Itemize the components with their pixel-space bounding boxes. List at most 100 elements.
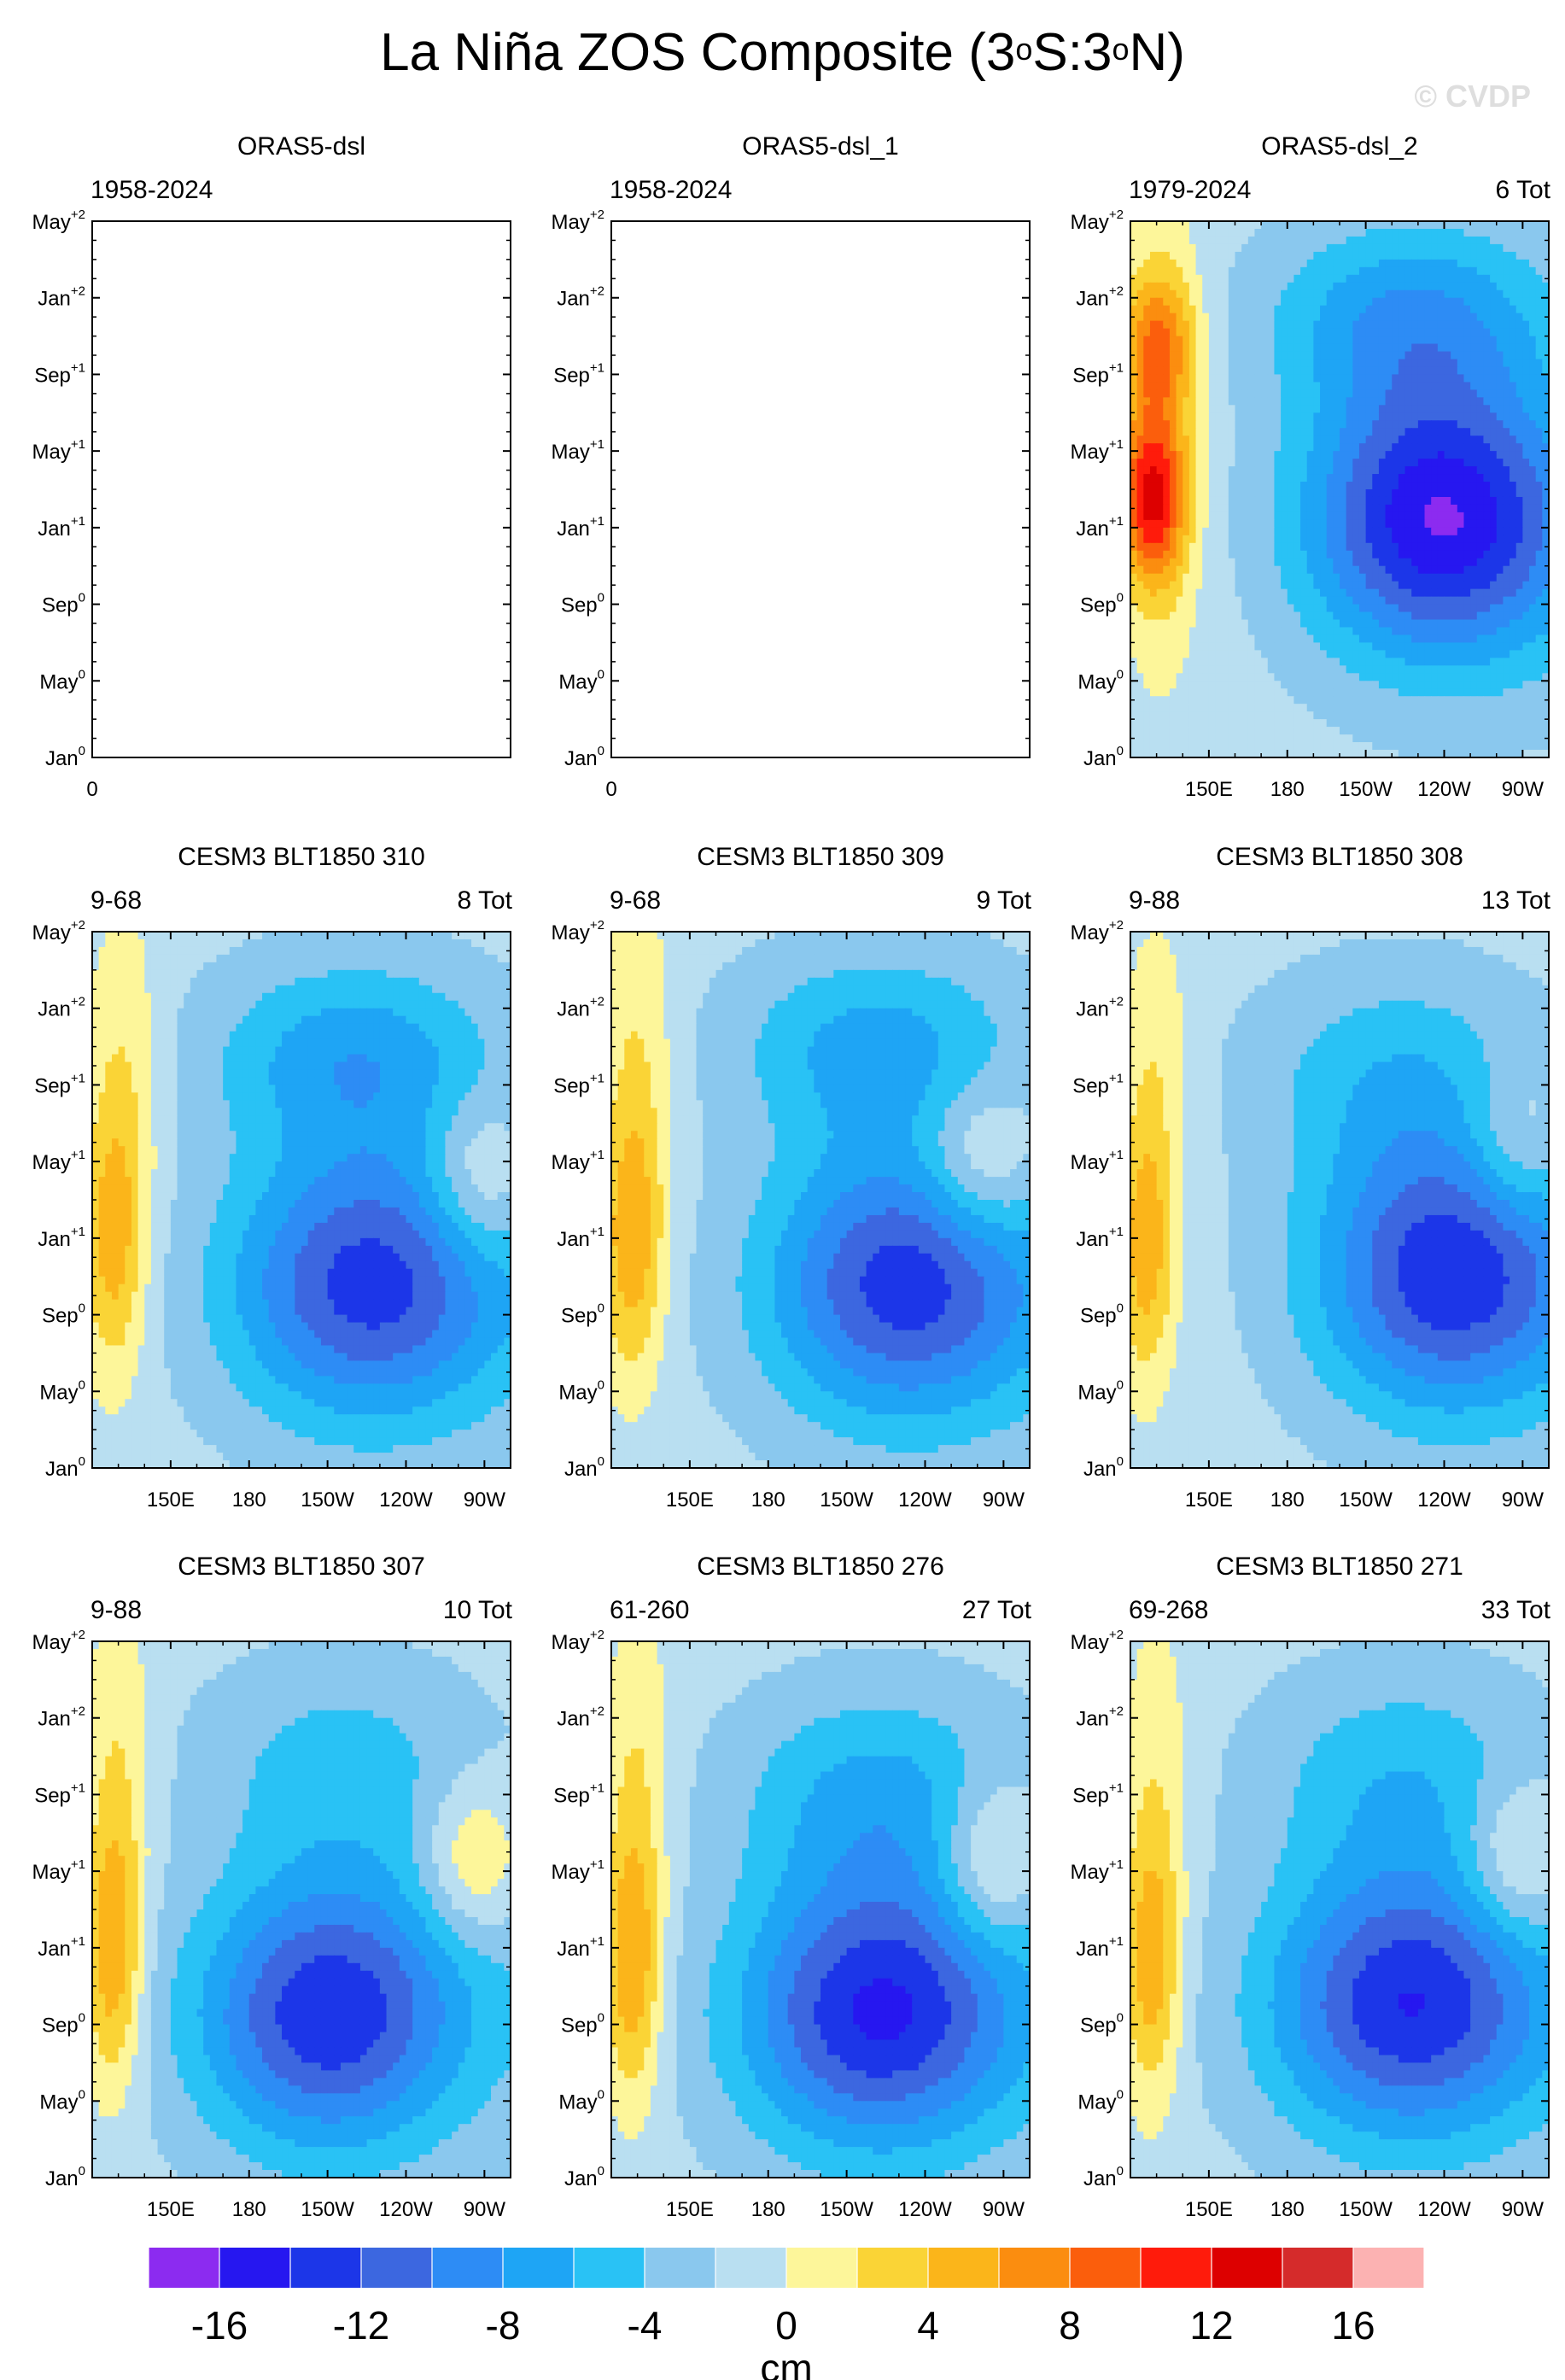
panel-frame	[611, 221, 1030, 757]
heatmap-cell	[1183, 313, 1189, 322]
heatmap-cell	[1470, 298, 1477, 307]
heatmap-cell	[1405, 267, 1412, 276]
heatmap-cell	[1143, 366, 1150, 375]
heatmap-cell	[1216, 336, 1223, 345]
heatmap-cell	[1222, 298, 1229, 307]
heatmap-cell	[1183, 359, 1189, 367]
heatmap-cell	[1320, 336, 1327, 345]
heatmap-cell	[1503, 359, 1510, 367]
heatmap-cell	[1248, 252, 1255, 260]
heatmap-cell	[1451, 359, 1457, 367]
heatmap-cell	[1411, 321, 1418, 330]
heatmap-cell	[1268, 267, 1275, 276]
heatmap-cell	[1399, 237, 1405, 245]
heatmap-cell	[1438, 352, 1445, 360]
heatmap-cell	[1254, 359, 1261, 367]
heatmap-cell	[1503, 329, 1510, 337]
heatmap-cell	[1229, 298, 1235, 307]
heatmap-cell	[1130, 359, 1137, 367]
heatmap-cell	[1281, 321, 1288, 330]
heatmap-cell	[1379, 329, 1386, 337]
heatmap-cell	[1268, 352, 1275, 360]
heatmap-cell	[1293, 244, 1300, 253]
heatmap-cell	[1418, 267, 1425, 276]
heatmap-cell	[1463, 359, 1470, 367]
heatmap-cell	[1327, 283, 1334, 291]
heatmap-cell	[1216, 229, 1223, 237]
heatmap-cell	[1457, 306, 1464, 314]
heatmap-cell	[1379, 344, 1386, 353]
heatmap-cell	[1183, 267, 1189, 276]
heatmap-cell	[1196, 290, 1203, 299]
heatmap-cell	[1510, 290, 1516, 299]
heatmap-cell	[1130, 267, 1137, 276]
heatmap-cell	[1235, 329, 1242, 337]
heatmap-cell	[1470, 313, 1477, 322]
heatmap-cell	[1170, 352, 1177, 360]
heatmap-cell	[1288, 344, 1294, 353]
heatmap-cell	[1445, 244, 1451, 253]
heatmap-cell	[1313, 366, 1320, 375]
heatmap-cell	[1510, 267, 1516, 276]
heatmap-cell	[1254, 306, 1261, 314]
heatmap-cell	[1163, 283, 1170, 291]
heatmap-cell	[1235, 252, 1242, 260]
heatmap-cell	[1372, 306, 1379, 314]
heatmap-cell	[1137, 267, 1144, 276]
heatmap-cell	[1470, 237, 1477, 245]
heatmap-cell	[1379, 290, 1386, 299]
heatmap-cell	[1477, 237, 1484, 245]
heatmap-cell	[1470, 252, 1477, 260]
y-tick-label: May+2	[32, 208, 85, 234]
heatmap-cell	[1274, 329, 1281, 337]
heatmap-cell	[1379, 221, 1386, 230]
heatmap-cell	[1189, 275, 1196, 284]
heatmap-cell	[1352, 244, 1359, 253]
heatmap-cell	[1202, 336, 1209, 345]
heatmap-cell	[1143, 237, 1150, 245]
heatmap-cell	[1209, 344, 1216, 353]
heatmap-cell	[1268, 359, 1275, 367]
heatmap-cell	[1405, 359, 1412, 367]
heatmap-cell	[1137, 244, 1144, 253]
heatmap-cell	[1346, 366, 1353, 375]
heatmap-cell	[1216, 244, 1223, 253]
heatmap-cell	[1425, 244, 1432, 253]
heatmap-cell	[1196, 260, 1203, 268]
heatmap-cell	[1150, 359, 1157, 367]
heatmap-cell	[1261, 252, 1268, 260]
heatmap-cell	[1307, 321, 1314, 330]
heatmap-cell	[1209, 313, 1216, 322]
heatmap-cell	[1445, 267, 1451, 276]
heatmap-cell	[1510, 229, 1516, 237]
heatmap-cell	[1490, 306, 1497, 314]
heatmap-cell	[1177, 290, 1183, 299]
heatmap-cell	[1386, 267, 1393, 276]
heatmap-cell	[1483, 283, 1490, 291]
heatmap-cell	[1352, 329, 1359, 337]
heatmap-cell	[1229, 237, 1235, 245]
heatmap-cell	[1202, 306, 1209, 314]
heatmap-cell	[1529, 237, 1536, 245]
heatmap-cell	[1470, 244, 1477, 253]
heatmap-cell	[1470, 306, 1477, 314]
heatmap-cell	[1405, 313, 1412, 322]
heatmap-cell	[1529, 329, 1536, 337]
heatmap-cell	[1216, 252, 1223, 260]
heatmap-cell	[1392, 290, 1399, 299]
heatmap-cell	[1163, 237, 1170, 245]
heatmap-cell	[1451, 298, 1457, 307]
heatmap-cell	[1177, 275, 1183, 284]
heatmap-cell	[1386, 313, 1393, 322]
heatmap-cell	[1254, 267, 1261, 276]
heatmap-cell	[1196, 275, 1203, 284]
heatmap-cell	[1418, 252, 1425, 260]
heatmap-cell	[1457, 237, 1464, 245]
heatmap-cell	[1477, 321, 1484, 330]
heatmap-cell	[1196, 283, 1203, 291]
heatmap-cell	[1177, 267, 1183, 276]
heatmap-cell	[1150, 366, 1157, 375]
heatmap-cell	[1438, 359, 1445, 367]
heatmap-cell	[1327, 352, 1334, 360]
heatmap-cell	[1346, 344, 1353, 353]
